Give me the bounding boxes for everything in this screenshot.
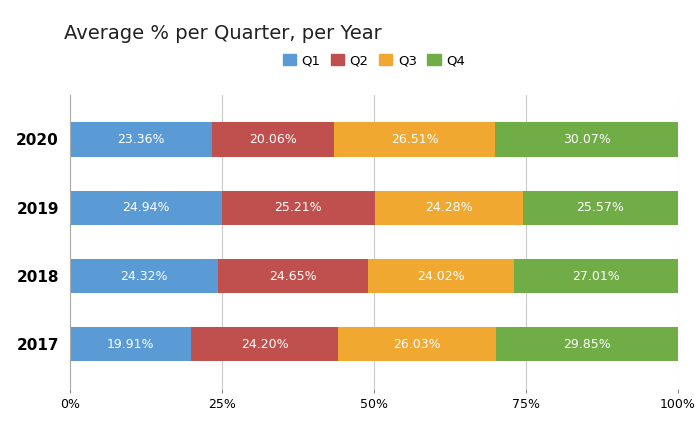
- Bar: [222, 191, 375, 225]
- Legend: Q1, Q2, Q3, Q4: Q1, Q2, Q3, Q4: [278, 49, 470, 72]
- Bar: [70, 327, 191, 362]
- Text: 24.65%: 24.65%: [269, 270, 317, 283]
- Text: 26.03%: 26.03%: [394, 338, 441, 351]
- Bar: [218, 259, 368, 293]
- Bar: [191, 327, 338, 362]
- Text: Average % per Quarter, per Year: Average % per Quarter, per Year: [64, 25, 382, 44]
- Text: 24.20%: 24.20%: [240, 338, 289, 351]
- Text: 24.32%: 24.32%: [120, 270, 168, 283]
- Bar: [495, 122, 678, 156]
- Bar: [338, 327, 496, 362]
- Text: 26.51%: 26.51%: [391, 133, 438, 146]
- Text: 19.91%: 19.91%: [107, 338, 154, 351]
- Bar: [375, 191, 523, 225]
- Bar: [523, 191, 678, 225]
- Text: 25.21%: 25.21%: [275, 201, 322, 214]
- Text: 30.07%: 30.07%: [563, 133, 610, 146]
- Bar: [70, 191, 222, 225]
- Text: 24.28%: 24.28%: [425, 201, 473, 214]
- Bar: [514, 259, 678, 293]
- Text: 23.36%: 23.36%: [117, 133, 165, 146]
- Text: 24.94%: 24.94%: [122, 201, 169, 214]
- Text: 20.06%: 20.06%: [249, 133, 297, 146]
- Bar: [212, 122, 334, 156]
- Bar: [70, 122, 212, 156]
- Bar: [496, 327, 678, 362]
- Bar: [334, 122, 495, 156]
- Text: 29.85%: 29.85%: [563, 338, 611, 351]
- Text: 25.57%: 25.57%: [577, 201, 624, 214]
- Bar: [368, 259, 514, 293]
- Text: 27.01%: 27.01%: [572, 270, 620, 283]
- Bar: [70, 259, 218, 293]
- Text: 24.02%: 24.02%: [417, 270, 465, 283]
